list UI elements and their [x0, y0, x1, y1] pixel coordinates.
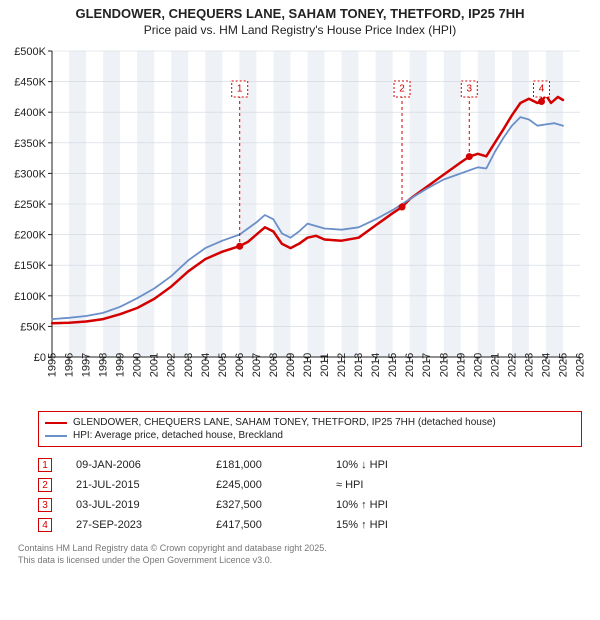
sales-date: 09-JAN-2006 — [76, 459, 216, 471]
sales-marker-number: 2 — [38, 478, 52, 492]
chart-area: £0 £50K £100K £150K £200K £250K £300K £350K £400… — [10, 45, 590, 405]
svg-text:2018: 2018 — [438, 353, 450, 377]
svg-text:2026: 2026 — [575, 353, 587, 377]
svg-text:2014: 2014 — [370, 353, 382, 377]
sales-marker-number: 3 — [38, 498, 52, 512]
svg-text:£500K: £500K — [14, 46, 46, 58]
footer-line-2: This data is licensed under the Open Gov… — [18, 555, 582, 567]
svg-text:2001: 2001 — [149, 353, 161, 377]
svg-text:2023: 2023 — [523, 353, 535, 377]
svg-text:2017: 2017 — [421, 353, 433, 377]
sales-row: 3 03-JUL-2019£327,50010% ↑ HPI — [38, 495, 582, 515]
svg-text:2024: 2024 — [540, 353, 552, 377]
svg-text:2016: 2016 — [404, 353, 416, 377]
legend-label: HPI: Average price, detached house, Brec… — [73, 430, 283, 441]
legend-label: GLENDOWER, CHEQUERS LANE, SAHAM TONEY, T… — [73, 417, 496, 428]
svg-text:£400K: £400K — [14, 107, 46, 119]
svg-text:2005: 2005 — [217, 353, 229, 377]
svg-text:2022: 2022 — [506, 353, 518, 377]
sales-diff: 10% ↑ HPI — [336, 499, 456, 511]
svg-text:£50K: £50K — [20, 321, 46, 333]
legend-swatch — [45, 422, 67, 424]
sales-price: £417,500 — [216, 519, 336, 531]
svg-text:2002: 2002 — [166, 353, 178, 377]
sales-date: 27-SEP-2023 — [76, 519, 216, 531]
svg-text:1995: 1995 — [47, 353, 59, 377]
svg-text:£150K: £150K — [14, 260, 46, 272]
svg-text:£0: £0 — [34, 352, 46, 364]
svg-text:£200K: £200K — [14, 230, 46, 242]
svg-text:2003: 2003 — [183, 353, 195, 377]
svg-text:3: 3 — [467, 84, 473, 95]
svg-text:£100K: £100K — [14, 291, 46, 303]
svg-text:4: 4 — [539, 84, 545, 95]
svg-text:2008: 2008 — [268, 353, 280, 377]
sales-row: 4 27-SEP-2023£417,50015% ↑ HPI — [38, 515, 582, 535]
sales-diff: ≈ HPI — [336, 479, 456, 491]
price-chart-svg: £0 £50K £100K £150K £200K £250K £300K £350K £400… — [10, 45, 590, 405]
svg-text:2: 2 — [399, 84, 405, 95]
svg-text:£250K: £250K — [14, 199, 46, 211]
chart-title: GLENDOWER, CHEQUERS LANE, SAHAM TONEY, T… — [0, 0, 600, 37]
sales-marker-number: 1 — [38, 458, 52, 472]
footer-attribution: Contains HM Land Registry data © Crown c… — [18, 543, 582, 566]
legend-item: GLENDOWER, CHEQUERS LANE, SAHAM TONEY, T… — [45, 416, 575, 429]
sales-date: 21-JUL-2015 — [76, 479, 216, 491]
svg-text:2000: 2000 — [132, 353, 144, 377]
sales-table: 1 09-JAN-2006£181,00010% ↓ HPI 2 21-JUL-201… — [38, 455, 582, 535]
svg-text:1999: 1999 — [115, 353, 127, 377]
svg-text:2010: 2010 — [302, 353, 314, 377]
svg-text:1996: 1996 — [64, 353, 76, 377]
svg-text:2009: 2009 — [285, 353, 297, 377]
legend-item: HPI: Average price, detached house, Brec… — [45, 429, 575, 442]
sales-price: £181,000 — [216, 459, 336, 471]
svg-text:1997: 1997 — [81, 353, 93, 377]
sales-price: £245,000 — [216, 479, 336, 491]
svg-text:2007: 2007 — [251, 353, 263, 377]
sales-row: 2 21-JUL-2015£245,000≈ HPI — [38, 475, 582, 495]
svg-text:1998: 1998 — [98, 353, 110, 377]
svg-text:2025: 2025 — [557, 353, 569, 377]
svg-text:£300K: £300K — [14, 168, 46, 180]
legend-box: GLENDOWER, CHEQUERS LANE, SAHAM TONEY, T… — [38, 411, 582, 447]
sales-row: 1 09-JAN-2006£181,00010% ↓ HPI — [38, 455, 582, 475]
sales-diff: 15% ↑ HPI — [336, 519, 456, 531]
svg-text:2013: 2013 — [353, 353, 365, 377]
svg-text:£350K: £350K — [14, 138, 46, 150]
legend-swatch — [45, 435, 67, 437]
svg-text:1: 1 — [237, 84, 243, 95]
svg-text:2020: 2020 — [472, 353, 484, 377]
sales-diff: 10% ↓ HPI — [336, 459, 456, 471]
svg-text:£450K: £450K — [14, 77, 46, 89]
svg-text:2015: 2015 — [387, 353, 399, 377]
svg-text:2021: 2021 — [489, 353, 501, 377]
title-line-2: Price paid vs. HM Land Registry's House … — [0, 23, 600, 37]
svg-text:2006: 2006 — [234, 353, 246, 377]
sales-price: £327,500 — [216, 499, 336, 511]
svg-text:2012: 2012 — [336, 353, 348, 377]
svg-text:2019: 2019 — [455, 353, 467, 377]
footer-line-1: Contains HM Land Registry data © Crown c… — [18, 543, 582, 555]
title-line-1: GLENDOWER, CHEQUERS LANE, SAHAM TONEY, T… — [0, 6, 600, 21]
svg-text:2004: 2004 — [200, 353, 212, 377]
sales-marker-number: 4 — [38, 518, 52, 532]
svg-text:2011: 2011 — [319, 353, 331, 377]
sales-date: 03-JUL-2019 — [76, 499, 216, 511]
